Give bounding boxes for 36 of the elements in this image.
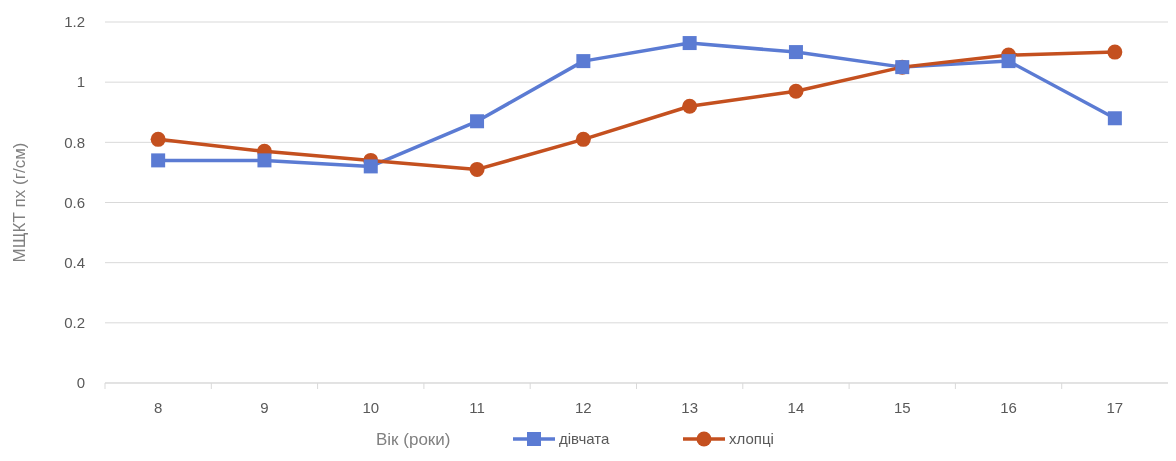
legend-label: дівчата bbox=[559, 430, 610, 448]
x-tick-label: 14 bbox=[787, 399, 805, 416]
legend-label: хлопці bbox=[729, 430, 774, 448]
x-tick-label: 10 bbox=[362, 399, 380, 416]
point bbox=[363, 159, 378, 174]
point bbox=[682, 98, 698, 114]
y-tick-label: 1.2 bbox=[64, 13, 85, 31]
x-tick-label: 11 bbox=[469, 399, 485, 416]
y-tick-label: 0 bbox=[76, 374, 85, 392]
y-tick-label: 0.8 bbox=[64, 133, 85, 151]
y-axis-title: МЩКТ пх (г/см) bbox=[10, 142, 29, 263]
y-tick-label: 0.6 bbox=[64, 193, 85, 211]
point bbox=[151, 153, 166, 168]
x-tick-label: 8 bbox=[153, 399, 163, 416]
x-tick-label: 16 bbox=[1000, 399, 1017, 416]
y-tick-label: 0.4 bbox=[64, 253, 85, 271]
x-tick-label: 17 bbox=[1106, 399, 1124, 416]
point bbox=[576, 54, 591, 69]
point bbox=[469, 161, 485, 177]
point bbox=[575, 131, 591, 147]
y-tick-label: 1 bbox=[76, 73, 85, 91]
point bbox=[150, 131, 166, 147]
point bbox=[682, 36, 697, 51]
point bbox=[1001, 54, 1016, 69]
x-tick-label: 15 bbox=[893, 399, 911, 416]
point bbox=[1107, 111, 1122, 126]
point bbox=[470, 114, 485, 129]
x-tick-label: 12 bbox=[575, 399, 592, 416]
x-tick-label: 13 bbox=[681, 399, 698, 416]
point bbox=[1107, 44, 1123, 60]
x-axis-title: Вік (роки) bbox=[376, 430, 451, 449]
point bbox=[788, 45, 803, 60]
point bbox=[257, 153, 272, 168]
point bbox=[788, 83, 804, 99]
x-tick-label: 9 bbox=[260, 399, 269, 416]
y-tick-label: 0.2 bbox=[64, 314, 85, 332]
